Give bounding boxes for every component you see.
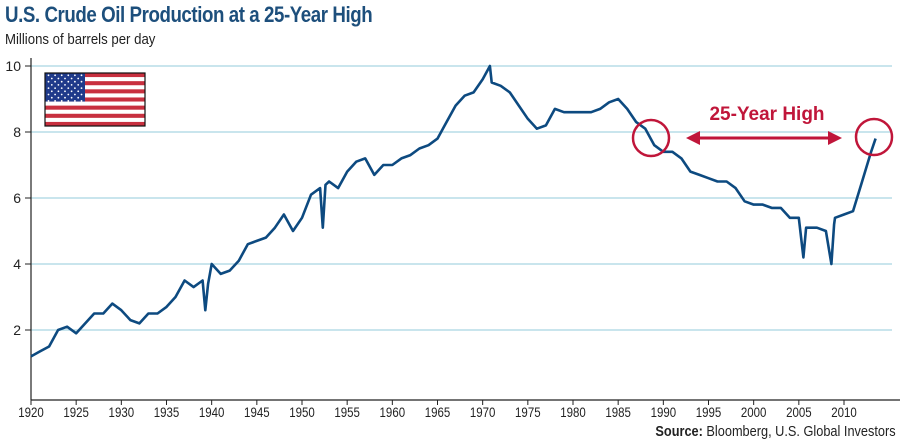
y-tick-label: 6: [13, 190, 21, 206]
flag-stripe: [45, 81, 145, 86]
y-tick-label: 8: [13, 124, 21, 140]
annotation-label: 25-Year High: [709, 104, 824, 125]
flag-star: [74, 80, 76, 83]
gridlines: [31, 65, 892, 331]
flag-star: [50, 77, 53, 80]
x-tick-label: 1985: [605, 404, 631, 420]
x-tick-label: 1955: [334, 404, 360, 420]
flag-star: [60, 93, 63, 96]
chart-title: U.S. Crude Oil Production at a 25-Year H…: [5, 2, 373, 27]
flag-star: [64, 90, 66, 93]
annotation: 25-Year High: [631, 104, 894, 158]
flag-star: [80, 87, 83, 89]
x-tick-label: 1980: [560, 404, 586, 420]
flag-star: [57, 84, 60, 86]
arrow-head-left: [686, 131, 700, 145]
flag-star: [54, 93, 56, 96]
flag-star: [77, 96, 80, 99]
flag-star: [80, 100, 83, 102]
flag-star: [54, 87, 56, 89]
flag-star: [47, 80, 50, 83]
flag-star: [67, 93, 70, 96]
flag-star: [80, 80, 83, 83]
x-tick-label: 1960: [380, 404, 406, 420]
flag-stripe: [45, 113, 145, 118]
flag-star: [67, 100, 70, 102]
x-tick-label: 1995: [696, 404, 722, 420]
flag-star: [70, 96, 73, 99]
flag-star: [74, 100, 76, 102]
flag-star: [77, 90, 80, 93]
flag-star: [77, 84, 80, 86]
us-flag-icon: [44, 72, 146, 127]
flag-star: [60, 87, 63, 89]
source-text: Bloomberg, U.S. Global Investors: [706, 423, 896, 440]
x-tick-label: 1945: [244, 404, 270, 420]
x-tick-label: 2010: [831, 404, 857, 420]
source-label: Source:: [655, 423, 704, 440]
x-tick-label: 1925: [63, 404, 89, 420]
flag-star: [47, 74, 50, 77]
flag-star: [67, 80, 70, 83]
flag-stripe: [45, 97, 145, 102]
flag-stripe: [45, 89, 145, 94]
flag-stripe: [45, 105, 145, 110]
flag-star: [54, 74, 56, 77]
y-tick-label: 2: [13, 322, 21, 338]
x-tick-label: 1965: [425, 404, 451, 420]
flag-star: [57, 96, 60, 99]
y-tick-label: 4: [13, 256, 21, 272]
highlight-circle-2013: [854, 117, 894, 157]
flag-star: [70, 77, 73, 80]
x-tick-label: 1970: [470, 404, 496, 420]
x-tick-label: 1930: [109, 404, 135, 420]
flag-star: [70, 84, 73, 86]
flag-star: [70, 90, 73, 93]
flag-stripe: [45, 73, 145, 78]
flag-star: [54, 80, 56, 83]
arrow-head-right: [828, 131, 842, 145]
flag-star: [57, 90, 60, 93]
flag-star: [74, 93, 76, 96]
flag-star: [74, 87, 76, 89]
flag-star: [60, 100, 63, 102]
flag-star: [64, 96, 66, 99]
flag-star: [64, 77, 66, 80]
flag-star: [50, 84, 53, 86]
flag-star: [50, 90, 53, 93]
axes: 2 4 6 8 10 1920 1925 1930 1935 1940 1945 1950 1955 19…: [5, 58, 900, 420]
flag-star: [60, 80, 63, 83]
x-tick-label: 2005: [786, 404, 812, 420]
highlight-circle-1990: [631, 118, 671, 158]
flag-stripe: [45, 121, 145, 126]
series-line: [30, 64, 877, 358]
flag-star: [57, 77, 60, 80]
x-tick-label: 1935: [154, 404, 180, 420]
y-axis-label: Millions of barrels per day: [5, 31, 156, 48]
flag-star: [67, 74, 70, 77]
flag-star: [74, 74, 76, 77]
flag-border: [44, 72, 146, 127]
flag-star: [60, 74, 63, 77]
x-tick-label: 1920: [18, 404, 44, 420]
flag-star: [47, 87, 50, 89]
flag-star: [67, 87, 70, 89]
flag-star: [47, 100, 50, 102]
x-tick-label: 1940: [199, 404, 225, 420]
y-tick-label: 10: [5, 58, 21, 74]
flag-star: [50, 96, 53, 99]
x-tick-label: 1990: [651, 404, 677, 420]
flag-star: [54, 100, 56, 102]
flag-star: [80, 74, 83, 77]
source-note: Source: Bloomberg, U.S. Global Investors: [656, 423, 896, 440]
flag-star: [80, 93, 83, 96]
x-tick-label: 1975: [515, 404, 541, 420]
flag-star: [77, 77, 80, 80]
x-tick-label: 2000: [741, 404, 767, 420]
x-tick-label: 1950: [289, 404, 315, 420]
flag-star: [47, 93, 50, 96]
flag-star: [64, 84, 66, 86]
